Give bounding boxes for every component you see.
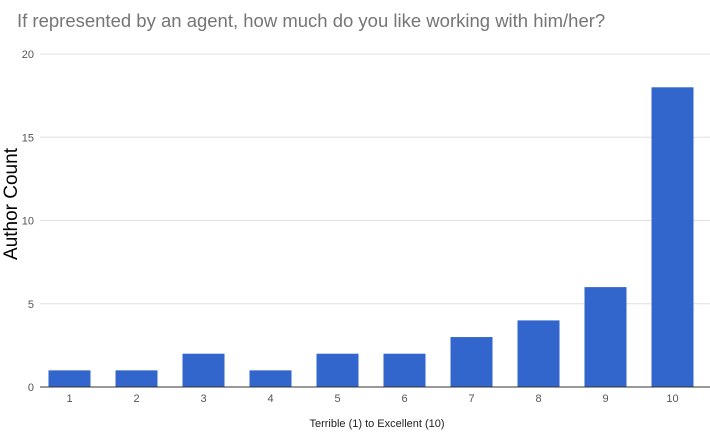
gridlines <box>40 53 710 305</box>
x-tick-label: 1 <box>66 393 72 405</box>
x-tick-label: 5 <box>334 393 340 405</box>
x-tick-label: 8 <box>535 393 541 405</box>
x-tick-label: 7 <box>468 393 474 405</box>
y-tick-label: 15 <box>22 132 34 144</box>
bar <box>316 353 359 387</box>
chart-title: If represented by an agent, how much do … <box>17 10 606 31</box>
bar <box>651 87 694 388</box>
bar <box>584 287 627 387</box>
y-tick-labels: 0 5 10 15 20 <box>22 49 34 394</box>
x-tick-label: 4 <box>267 393 273 405</box>
x-tick-label: 3 <box>200 393 206 405</box>
bar <box>249 370 292 387</box>
y-tick-label: 10 <box>22 216 34 228</box>
y-tick-label: 20 <box>22 49 34 61</box>
bar <box>383 353 426 387</box>
x-axis-label: Terrible (1) to Excellent (10) <box>309 418 445 430</box>
bar <box>450 337 493 387</box>
x-tick-label: 9 <box>602 393 608 405</box>
bar <box>48 370 91 387</box>
y-tick-label: 5 <box>28 299 34 311</box>
bar <box>115 370 158 387</box>
x-tick-label: 6 <box>401 393 407 405</box>
bar <box>182 353 225 387</box>
x-tick-label: 2 <box>133 393 139 405</box>
x-tick-labels: 1 2 3 4 5 6 7 8 9 10 <box>66 393 678 405</box>
y-tick-label: 0 <box>28 382 34 394</box>
bar <box>517 320 560 387</box>
x-tick-label: 10 <box>666 393 678 405</box>
bars <box>48 87 694 388</box>
